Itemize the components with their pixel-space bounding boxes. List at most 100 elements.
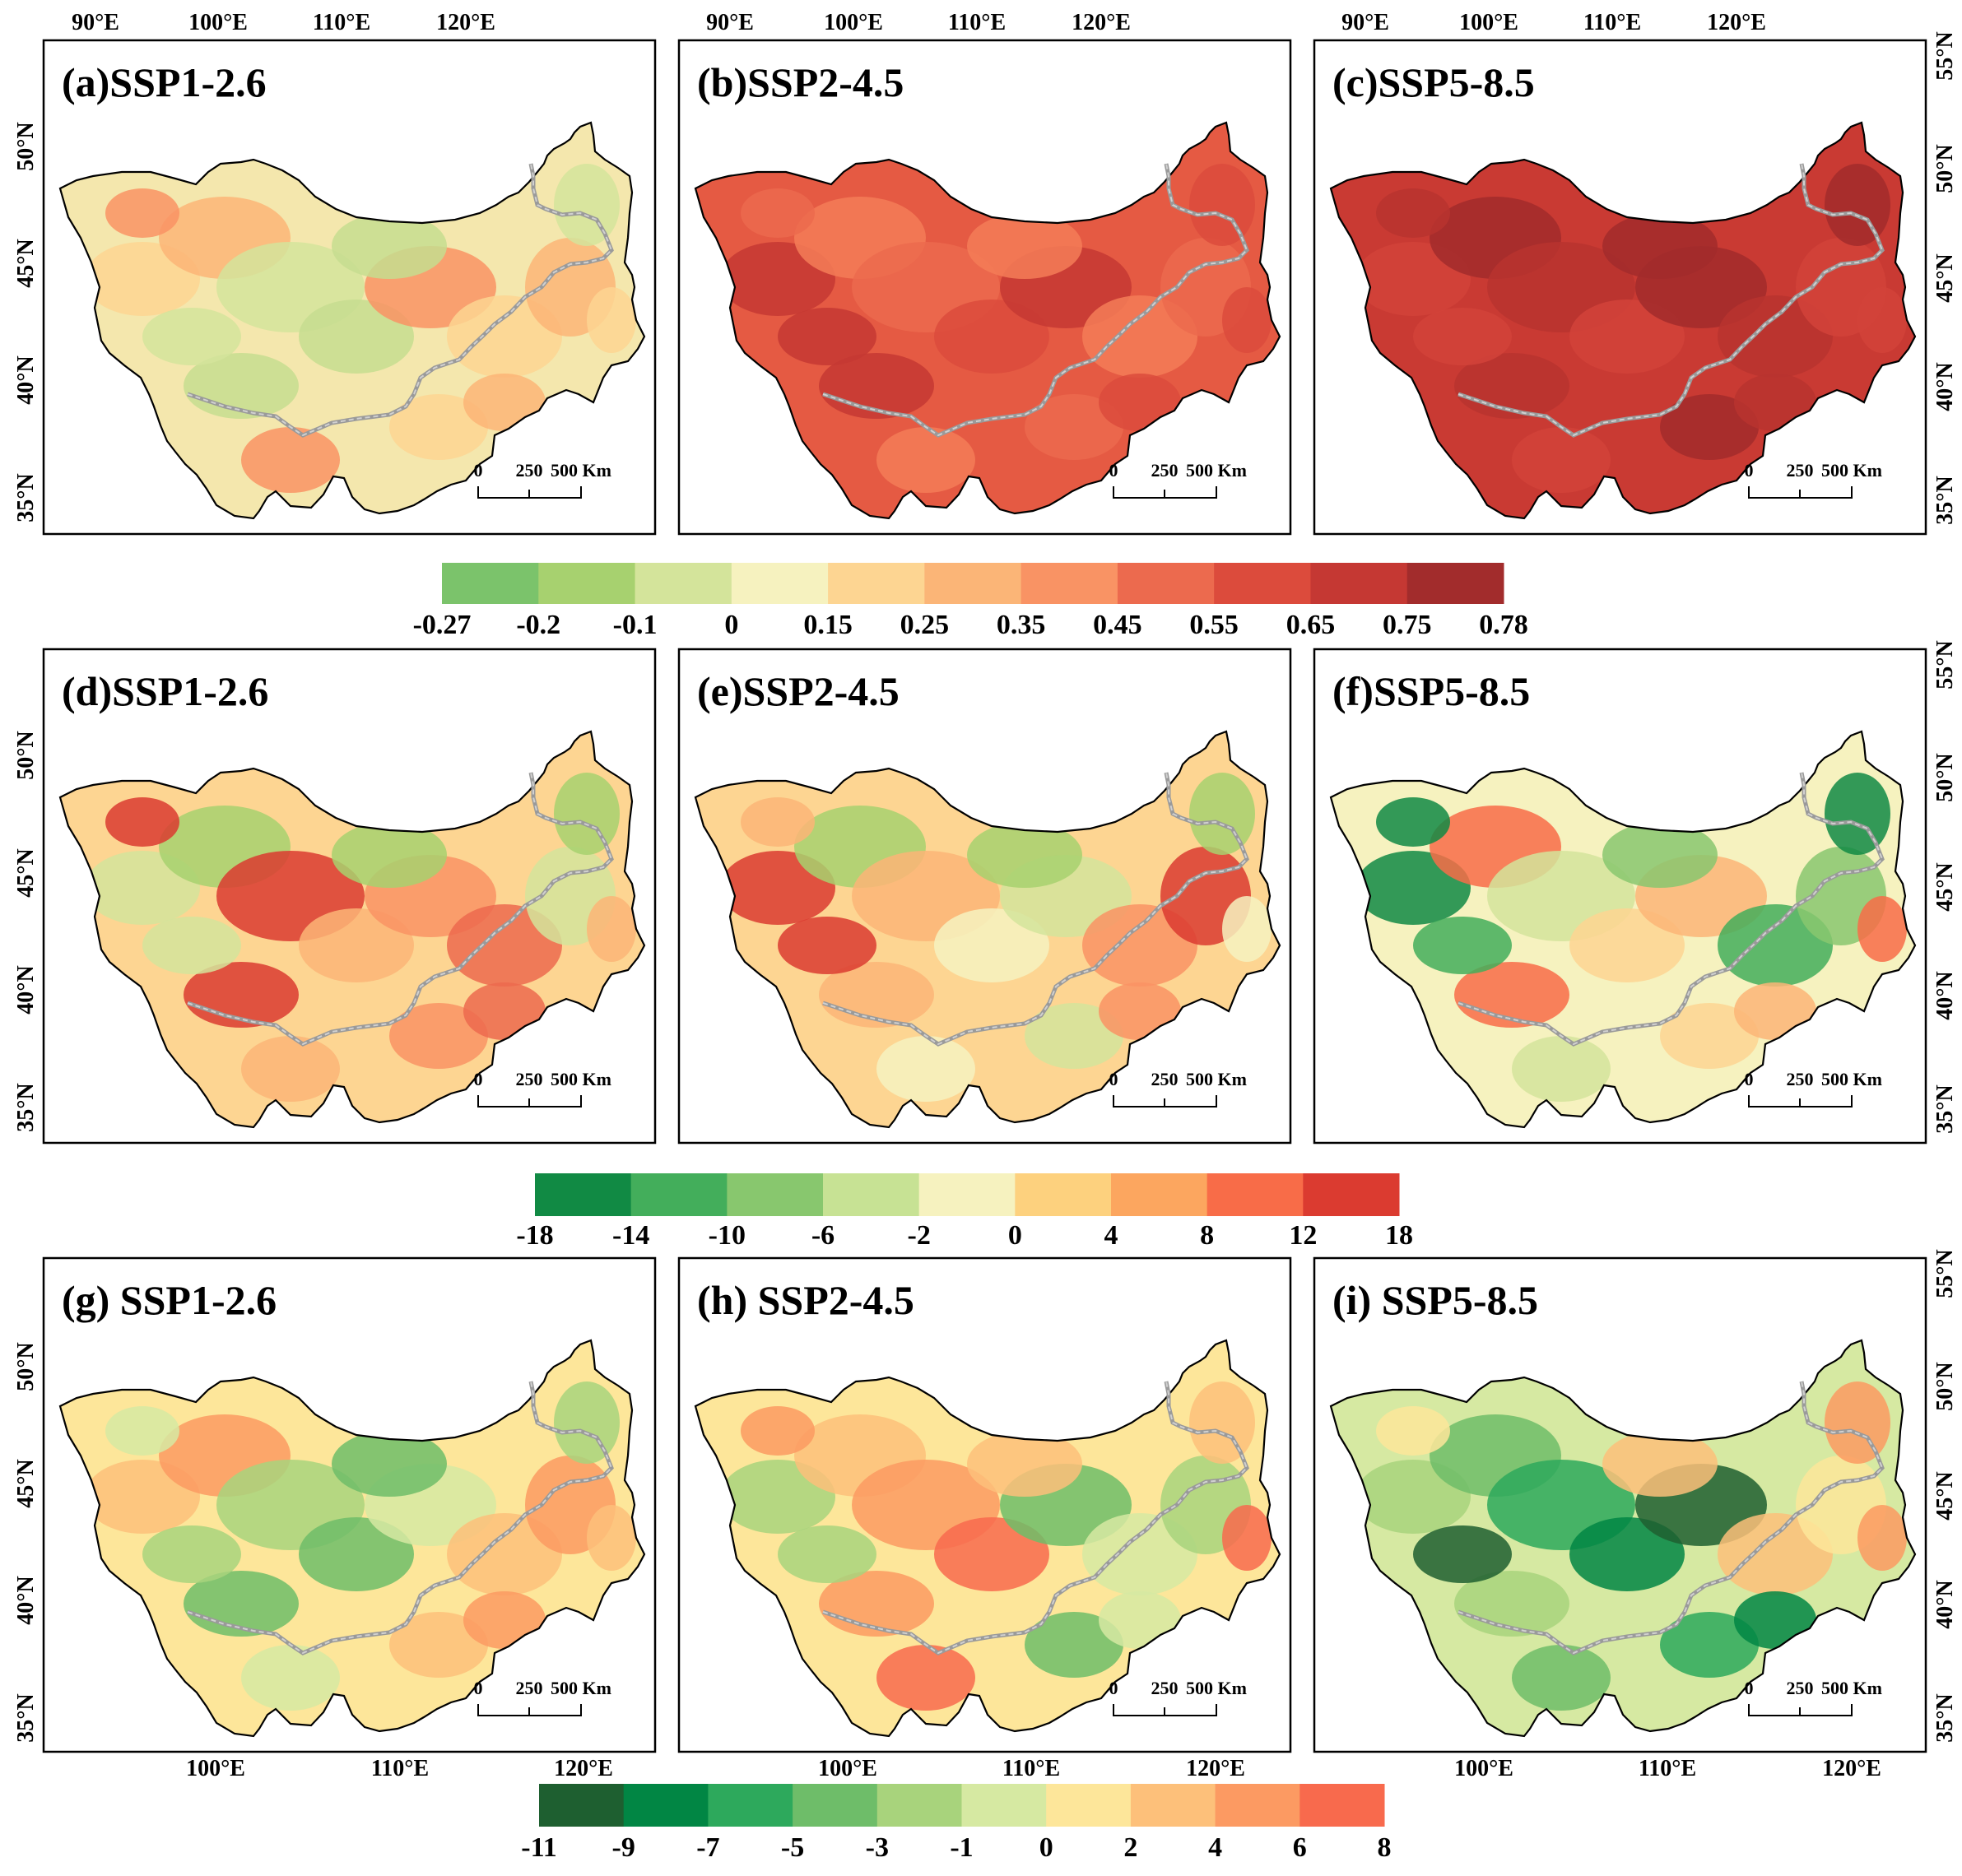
raster-patch xyxy=(1512,427,1611,493)
panel-title: (b)SSP2-4.5 xyxy=(697,59,904,105)
raster-patch xyxy=(1857,896,1907,962)
colorbar-tick-label: 0.78 xyxy=(1479,610,1528,640)
scale-label-500: 500 Km xyxy=(1186,1678,1247,1698)
colorbar-tick-label: -0.2 xyxy=(516,610,560,640)
scale-label-250: 250 xyxy=(1151,1069,1179,1089)
raster-patch xyxy=(1376,797,1450,847)
colorbar-tick-label: 0 xyxy=(1039,1832,1053,1863)
colorbar-tick-label: 8 xyxy=(1378,1832,1392,1863)
colorbar-tick-label: 0.45 xyxy=(1093,610,1142,640)
raster-patch xyxy=(1718,904,1833,987)
lon-label-top: 120°E xyxy=(1707,10,1766,35)
scale-label-500: 500 Km xyxy=(1821,1069,1882,1089)
raster-patch xyxy=(554,164,620,246)
national-border-dash xyxy=(187,163,613,437)
raster-patch xyxy=(447,1513,562,1595)
scale-bar-line xyxy=(1113,486,1217,499)
raster-patch xyxy=(241,1645,340,1711)
colorbar-swatch xyxy=(793,1784,878,1827)
colorbar-tick-label: -14 xyxy=(612,1220,649,1251)
raster-patch xyxy=(1376,188,1450,238)
lon-label-bottom: 110°E xyxy=(1639,1756,1696,1781)
colorbar-swatch xyxy=(876,1784,962,1827)
raster-patch xyxy=(1222,287,1272,353)
colorbar-tick-label: 12 xyxy=(1289,1220,1317,1251)
raster-patch xyxy=(389,1003,488,1069)
panel-title: (g) SSP1-2.6 xyxy=(62,1277,277,1323)
scale-label-250: 250 xyxy=(1787,1069,1814,1089)
colorbar-swatch xyxy=(442,563,539,604)
raster-patch xyxy=(587,896,636,962)
raster-patch xyxy=(447,295,562,378)
colorbar-swatch xyxy=(535,1173,632,1216)
raster-patch xyxy=(1512,1036,1611,1102)
scale-bar: 0 250 500 Km xyxy=(1745,1678,1882,1716)
scale-label-0: 0 xyxy=(474,460,483,481)
raster-patch xyxy=(105,797,179,847)
colorbar-tick-label: -18 xyxy=(516,1220,553,1251)
scale-bar-line xyxy=(1748,1095,1853,1107)
raster-patch xyxy=(778,917,876,974)
lat-label: 45°N xyxy=(1932,253,1958,302)
region-outline xyxy=(694,730,1281,1129)
scale-label-500: 500 Km xyxy=(1821,460,1882,481)
colorbar-swatch xyxy=(828,563,925,604)
lon-label-bottom: 120°E xyxy=(1822,1756,1881,1781)
panel-title: (e)SSP2-4.5 xyxy=(697,668,900,714)
lat-label: 50°N xyxy=(13,122,39,170)
scale-bar-line xyxy=(1113,1704,1217,1716)
map-panel-h: (h) SSP2-4.5 0 250 500 Km xyxy=(677,1256,1292,1753)
raster-patch xyxy=(1569,908,1685,982)
national-border-dash xyxy=(1458,772,1884,1046)
scale-label-250: 250 xyxy=(516,1069,543,1089)
scale-label-500: 500 Km xyxy=(551,460,611,481)
lon-label-bottom: 120°E xyxy=(554,1756,613,1781)
lon-label-top: 90°E xyxy=(72,10,119,35)
scale-label-0: 0 xyxy=(1109,1069,1118,1089)
colorbar-swatch xyxy=(1206,1173,1304,1216)
colorbar-tick-label: -9 xyxy=(612,1832,635,1863)
raster-patch xyxy=(1660,394,1759,460)
raster-patch xyxy=(587,287,636,353)
colorbar-swatch xyxy=(1299,1784,1385,1827)
national-border-dash xyxy=(822,1381,1248,1655)
lat-label: 45°N xyxy=(13,848,39,897)
lat-label: 45°N xyxy=(1932,1471,1958,1520)
raster-patch xyxy=(741,797,815,847)
lon-label-top: 110°E xyxy=(948,10,1006,35)
colorbar-tick-label: -6 xyxy=(811,1220,835,1251)
scale-label-500: 500 Km xyxy=(1186,1069,1247,1089)
raster-patch xyxy=(876,1645,975,1711)
colorbar-tick-label: -0.27 xyxy=(413,610,472,640)
lat-label: 40°N xyxy=(13,355,39,404)
raster-patch xyxy=(934,1517,1049,1591)
scale-bar-line xyxy=(1748,1704,1853,1716)
raster-patch xyxy=(1025,394,1123,460)
raster-patch xyxy=(741,188,815,238)
lon-label-bottom: 120°E xyxy=(1186,1756,1245,1781)
colorbar-tick-label: 0.25 xyxy=(900,610,950,640)
region-outline xyxy=(1329,1339,1917,1738)
lat-label: 55°N xyxy=(1932,31,1958,80)
raster-patch xyxy=(934,300,1049,374)
scale-bar: 0 250 500 Km xyxy=(1745,460,1882,499)
colorbar-tick-label: -1 xyxy=(950,1832,973,1863)
raster-patch xyxy=(1602,1431,1718,1497)
map-panel-b: (b)SSP2-4.5 0 250 500 Km xyxy=(677,39,1292,536)
scale-label-500: 500 Km xyxy=(551,1069,611,1089)
map-panel-e: (e)SSP2-4.5 0 250 500 Km xyxy=(677,648,1292,1145)
scale-bar: 0 250 500 Km xyxy=(474,1678,611,1716)
raster-patch xyxy=(299,1517,414,1591)
scale-label-250: 250 xyxy=(516,460,543,481)
raster-patch xyxy=(554,773,620,855)
national-border-dash xyxy=(1458,163,1884,437)
lon-label-bottom: 110°E xyxy=(371,1756,429,1781)
raster-patch xyxy=(1413,308,1512,365)
raster-patch xyxy=(142,917,241,974)
raster-patch xyxy=(778,1525,876,1583)
colorbar-swatch xyxy=(1215,1784,1300,1827)
colorbar-row-2: -18 -14 -10 -6 -2 0 4 8 12 18 xyxy=(516,1173,1413,1251)
colorbar-tick-label: 0.15 xyxy=(803,610,853,640)
colorbar-tick-label: -11 xyxy=(521,1832,556,1863)
national-border-dash xyxy=(187,772,613,1046)
